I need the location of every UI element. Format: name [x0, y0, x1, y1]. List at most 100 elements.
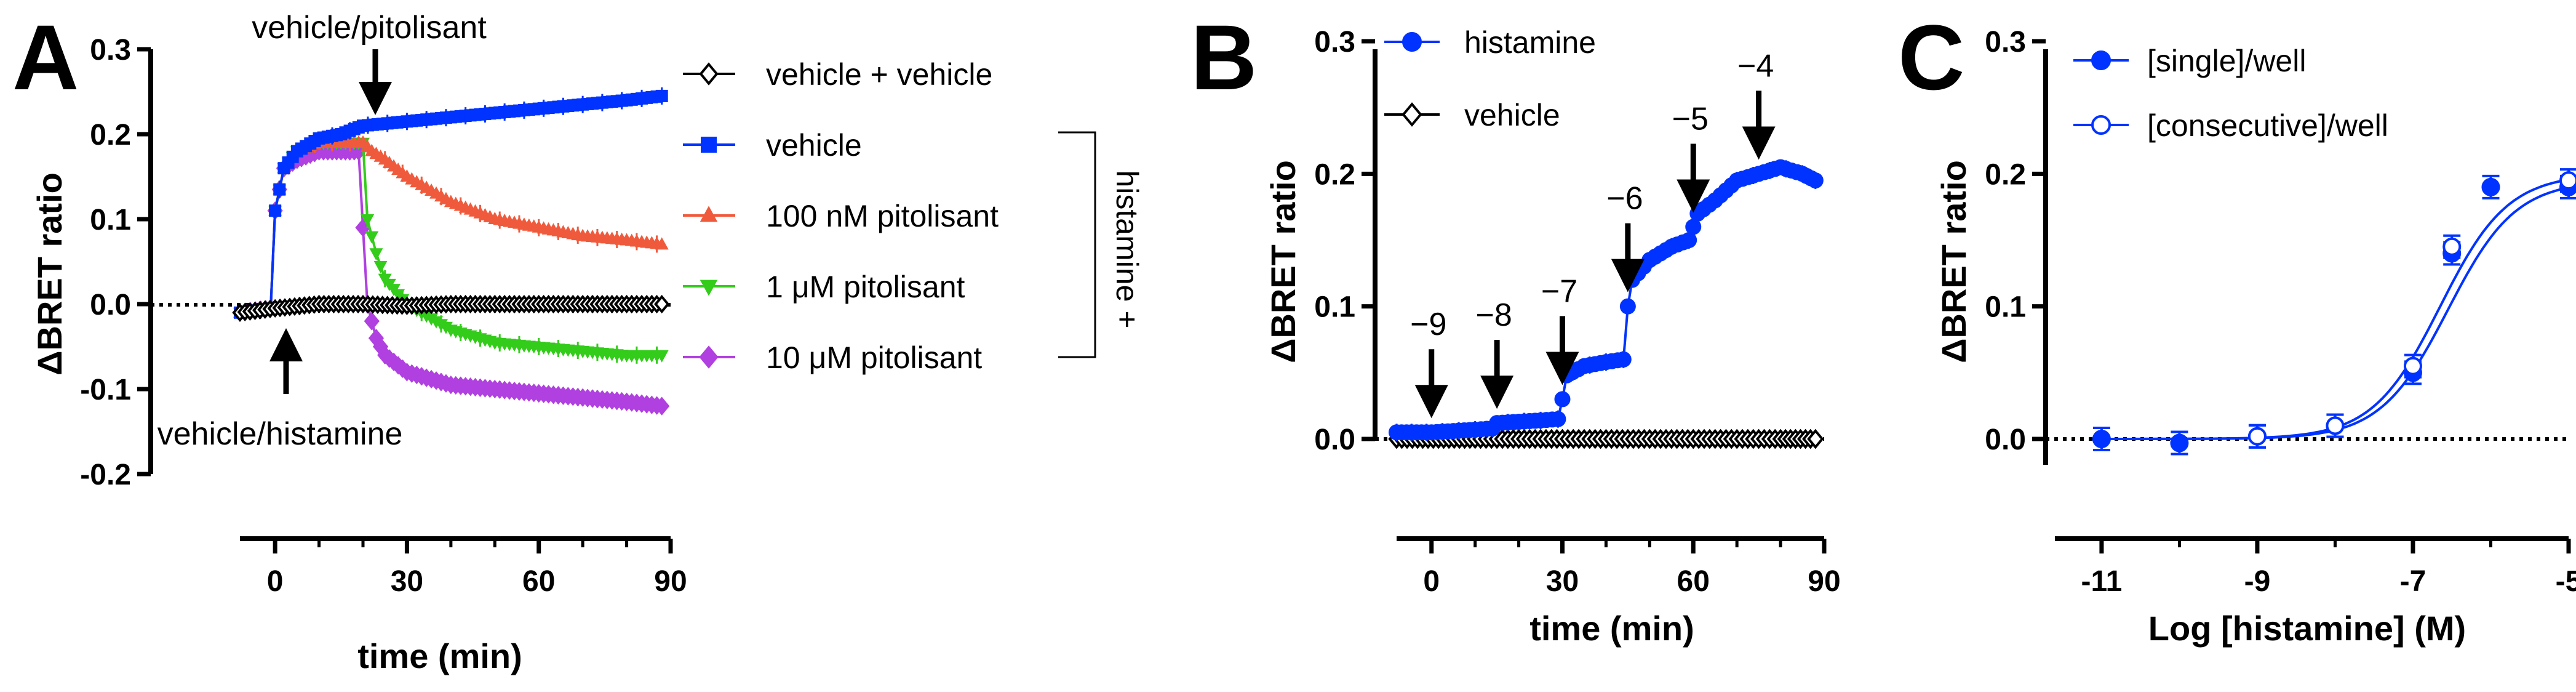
data-point — [1554, 391, 1571, 408]
data-point — [2326, 416, 2345, 435]
x-tick-label: 0 — [267, 565, 284, 598]
panel-letter-a: A — [12, 6, 79, 109]
addition-label: −5 — [1672, 101, 1709, 137]
addition-label: −8 — [1475, 297, 1512, 333]
x-tick-label: 90 — [1808, 565, 1840, 598]
y-tick-label: 0.2 — [1314, 158, 1355, 191]
y-tick-label: 0.1 — [1985, 291, 2026, 324]
data-point — [1685, 219, 1702, 235]
y-tick-label: 0.0 — [1314, 424, 1355, 456]
y-tick-label: 0.3 — [1314, 26, 1355, 58]
addition-label: −9 — [1410, 307, 1446, 342]
legend-label: 1 μM pitolisant — [766, 270, 965, 304]
c-x-axis-title: Log [histamine] (M) — [2148, 609, 2466, 648]
data-point — [2170, 433, 2189, 453]
legend-marker — [1402, 32, 1422, 52]
data-point — [361, 214, 375, 227]
data-point — [1615, 351, 1632, 368]
fit-curve — [2101, 179, 2566, 440]
legend-label: 100 nM pitolisant — [766, 199, 999, 233]
data-point — [273, 183, 286, 196]
b-x-axis-title: time (min) — [1529, 609, 1694, 648]
data-point — [1550, 411, 1566, 427]
y-tick-label: 0.1 — [90, 204, 131, 236]
data-point — [2559, 171, 2576, 190]
addition-label: −4 — [1737, 48, 1774, 84]
legend-marker — [2091, 50, 2111, 70]
c-y-axis-title: ΔBRET ratio — [1934, 160, 1973, 363]
data-point — [655, 89, 668, 102]
x-tick-label: 0 — [1423, 565, 1440, 598]
data-point — [1619, 298, 1636, 315]
c-legend: [single]/well [consecutive]/well — [2073, 44, 2388, 143]
a-bracket-label: histamine + — [1110, 170, 1144, 328]
legend-label: [single]/well — [2147, 44, 2306, 78]
legend-label: histamine — [1464, 25, 1596, 60]
x-tick-label: -7 — [2400, 565, 2426, 598]
legend-marker — [700, 206, 718, 222]
addition-label: −7 — [1541, 273, 1577, 309]
panel-letter-b: B — [1190, 6, 1257, 109]
y-tick-label: -0.1 — [80, 374, 131, 406]
series-line — [239, 141, 662, 314]
legend-label: [consecutive]/well — [2147, 108, 2388, 143]
legend-label: vehicle — [766, 128, 862, 163]
data-point — [654, 396, 670, 416]
b-y-axis-title: ΔBRET ratio — [1264, 160, 1302, 363]
x-tick-label: -5 — [2556, 565, 2576, 598]
data-point — [1681, 232, 1697, 248]
x-tick-label: 30 — [391, 565, 423, 598]
a-x-axis-title: time (min) — [357, 637, 522, 675]
y-tick-label: 0.0 — [90, 289, 131, 321]
data-point — [2481, 177, 2500, 196]
y-tick-label: 0.2 — [90, 119, 131, 151]
legend-label: vehicle — [1464, 98, 1560, 132]
x-tick-label: 90 — [654, 565, 687, 598]
a-annotation-histamine: vehicle/histamine — [158, 416, 403, 452]
a-annotation-pitolisant: vehicle/pitolisant — [252, 10, 487, 46]
data-point — [1807, 172, 1824, 189]
data-point — [655, 350, 669, 363]
data-point — [269, 204, 282, 217]
data-point — [1807, 428, 1824, 449]
legend-marker — [700, 280, 718, 296]
panel-a: A -0.2 -0.1 0.0 0.1 0.2 0.3 0 30 60 90 ΔBRET rat… — [12, 6, 1144, 675]
a-bracket — [1058, 131, 1096, 358]
x-tick-label: 30 — [1546, 565, 1579, 598]
x-tick-label: -11 — [2081, 565, 2123, 598]
a-y-axis-title: ΔBRET ratio — [30, 172, 69, 376]
legend-label: 10 μM pitolisant — [766, 340, 982, 375]
panel-letter-c: C — [1898, 6, 1964, 109]
y-tick-label: -0.2 — [80, 459, 131, 491]
x-tick-label: -9 — [2244, 565, 2271, 598]
x-tick-label: 60 — [522, 565, 555, 598]
panel-b: B 0.0 0.1 0.2 0.3 0 30 60 90 −9 −8 −7 −6 −5 −4 ΔBRE… — [1190, 6, 1841, 648]
y-tick-label: 0.1 — [1314, 291, 1355, 324]
y-tick-label: 0.3 — [1985, 26, 2026, 58]
series-line — [239, 150, 662, 408]
data-point — [373, 260, 388, 273]
y-tick-label: 0.0 — [1985, 424, 2026, 456]
y-tick-label: 0.3 — [90, 34, 131, 66]
legend-marker — [701, 137, 717, 153]
y-tick-label: 0.2 — [1985, 158, 2026, 191]
legend-marker — [699, 345, 719, 369]
legend-label: vehicle + vehicle — [766, 57, 992, 92]
b-legend: histamine vehicle — [1384, 25, 1596, 132]
data-point — [2403, 356, 2422, 376]
data-point — [655, 237, 669, 250]
legend-marker — [1402, 102, 1422, 127]
legend-marker — [699, 62, 719, 86]
addition-label: −6 — [1606, 181, 1643, 217]
data-point — [654, 294, 670, 314]
a-legend: vehicle + vehicle vehicle 100 nM pitolisan… — [683, 57, 999, 375]
data-point — [2442, 237, 2462, 256]
data-point — [369, 248, 383, 261]
legend-marker — [2091, 115, 2111, 135]
panel-c: C 0.0 0.1 0.2 0.3 -11 -9 -7 -5 ΔBRET ratio Log… — [1898, 6, 2576, 648]
data-point — [2247, 427, 2267, 446]
x-tick-label: 60 — [1677, 565, 1710, 598]
data-point — [364, 312, 380, 331]
data-point — [365, 231, 379, 244]
